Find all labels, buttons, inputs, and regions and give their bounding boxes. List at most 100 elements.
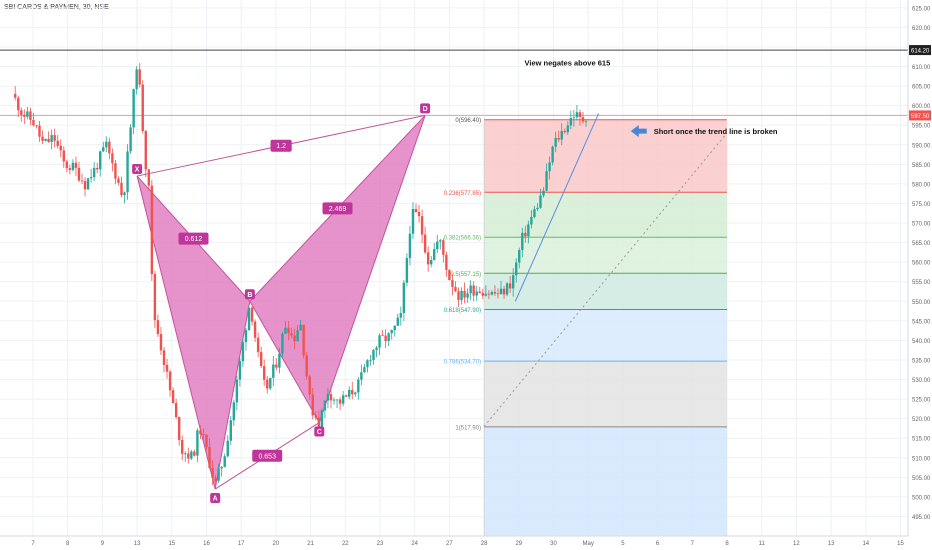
price-tick-label: 555.00 <box>912 280 931 286</box>
projection-dashed-line <box>483 132 728 427</box>
time-tick-label: 29 <box>515 541 522 547</box>
candle-body <box>305 355 308 377</box>
candle-body <box>17 97 20 111</box>
candle <box>299 319 302 331</box>
candle-body <box>253 321 257 338</box>
candle-body <box>266 379 269 389</box>
time-tick-label: 7 <box>31 541 35 547</box>
time-tick-label: 15 <box>168 541 175 547</box>
candle <box>126 144 129 200</box>
ratio-text: 1.2 <box>276 143 286 150</box>
candle-body <box>563 130 566 133</box>
pattern-point-label: C <box>314 426 325 437</box>
candle-body <box>202 434 205 435</box>
candle <box>250 305 254 326</box>
candle-body <box>50 135 53 143</box>
candle-body <box>59 145 62 151</box>
price-tick-label: 560.00 <box>912 261 931 267</box>
candle-body <box>44 138 47 141</box>
price-tick-label: 570.00 <box>912 222 931 228</box>
candle <box>490 290 494 296</box>
time-tick-label: 8 <box>725 541 729 547</box>
candle-body <box>439 240 442 242</box>
candle <box>108 137 111 160</box>
candle-body <box>14 93 17 98</box>
candle <box>493 285 497 297</box>
candle <box>417 204 421 223</box>
candle <box>408 225 412 266</box>
candle <box>575 104 579 121</box>
candle-body <box>159 334 163 351</box>
candle <box>162 347 166 373</box>
candle <box>569 110 573 130</box>
candle-body <box>369 359 372 361</box>
candle-body <box>493 292 497 294</box>
candle <box>59 139 62 158</box>
candle <box>496 288 500 299</box>
candle-body <box>560 130 563 140</box>
candle-body <box>65 161 69 169</box>
candle <box>478 286 481 294</box>
candle <box>548 156 551 180</box>
fib-zone-band <box>484 361 727 427</box>
candle <box>199 425 202 440</box>
candle <box>399 306 403 326</box>
candle <box>26 106 29 120</box>
fib-level-label: 0.5(557.15) <box>450 272 481 278</box>
candle <box>17 95 20 117</box>
candle <box>214 475 217 488</box>
time-tick-label: 12 <box>793 541 800 547</box>
candle <box>402 280 406 322</box>
candle <box>393 325 396 337</box>
candle <box>484 285 488 297</box>
candle-body <box>238 361 242 380</box>
candle-body <box>302 324 305 356</box>
candle-body <box>460 290 463 300</box>
candle-body <box>108 141 111 154</box>
fib-zone-band <box>484 273 727 310</box>
candle-body <box>484 293 488 296</box>
candle-body <box>429 260 433 265</box>
fib-zone-band <box>484 119 727 193</box>
candle <box>138 63 141 88</box>
candle <box>92 162 96 182</box>
candle-body <box>405 258 409 283</box>
candle-body <box>32 119 35 126</box>
candle <box>144 129 147 178</box>
price-tick-label: 575.00 <box>912 202 931 208</box>
candle-body <box>293 335 296 342</box>
candle <box>466 288 469 303</box>
candle-body <box>156 320 160 335</box>
candle-body <box>317 417 321 427</box>
candle-body <box>272 364 275 378</box>
time-axis-bg <box>0 536 932 550</box>
fib-zone-band <box>484 237 727 274</box>
candle <box>123 191 126 204</box>
candle-body <box>569 118 573 126</box>
bat-pattern <box>136 114 426 490</box>
candle <box>454 281 457 293</box>
candle-body <box>250 307 254 322</box>
candle <box>469 280 472 301</box>
candle-body <box>384 335 387 342</box>
candle-body <box>171 390 175 403</box>
candle <box>29 107 32 125</box>
candle-body <box>290 333 293 336</box>
candle-body <box>557 138 560 140</box>
candle <box>275 358 278 371</box>
candle-body <box>47 138 50 143</box>
price-tick-label: 525.00 <box>912 398 931 404</box>
candle-body <box>56 140 59 146</box>
time-tick-label: 16 <box>203 541 210 547</box>
candle-body <box>311 394 314 416</box>
candle-body <box>217 468 220 481</box>
candle-body <box>420 216 424 235</box>
candle-body <box>278 353 281 368</box>
price-tick-label: 520.00 <box>912 417 931 423</box>
candle-body <box>572 117 576 119</box>
candle <box>518 247 521 269</box>
candle <box>208 438 211 470</box>
candle <box>442 238 445 263</box>
price-badge-bg <box>909 45 931 56</box>
